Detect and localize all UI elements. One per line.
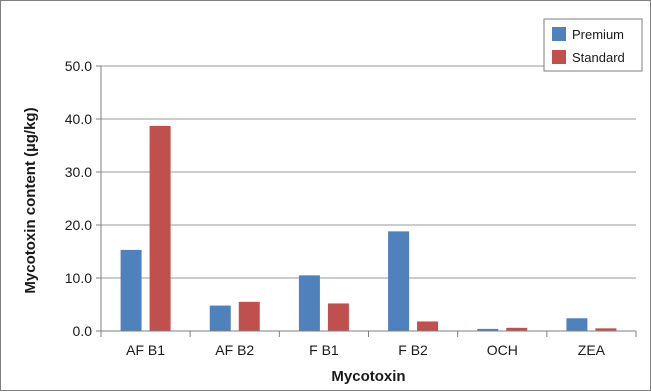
legend-label-standard: Standard: [572, 50, 625, 65]
bars: [120, 125, 617, 331]
bar-premium-zea: [566, 318, 588, 331]
x-tick-label: AF B2: [215, 342, 254, 358]
y-tick-label: 10.0: [65, 270, 92, 286]
legend: Premium Standard: [543, 18, 643, 72]
bar-premium-f-b1: [298, 275, 320, 331]
y-tick-label: 30.0: [65, 164, 92, 180]
bar-premium-och: [477, 328, 499, 331]
bar-premium-af-b2: [209, 305, 231, 331]
bar-standard-af-b1: [149, 125, 171, 331]
bar-standard-zea: [595, 328, 617, 331]
legend-label-premium: Premium: [572, 27, 624, 42]
legend-swatch-premium: [552, 27, 566, 41]
bar-standard-f-b1: [327, 303, 349, 331]
y-tick-label: 20.0: [65, 217, 92, 233]
bar-standard-och: [506, 327, 528, 331]
x-tick-label: OCH: [487, 342, 518, 358]
x-tick-label: ZEA: [578, 342, 606, 358]
gridlines: [101, 65, 636, 279]
y-axis-title: Mycotoxin content (µg/kg): [22, 107, 39, 293]
bar-premium-af-b1: [120, 249, 142, 331]
bar-premium-f-b2: [388, 231, 410, 331]
x-tick-labels: AF B1 AF B2 F B1 F B2 OCH ZEA: [100, 331, 637, 358]
x-tick-label: F B1: [309, 342, 339, 358]
x-tick-label: F B2: [398, 342, 428, 358]
legend-items: Premium Standard: [552, 27, 625, 65]
x-tick-label: AF B1: [126, 342, 165, 358]
axes: [100, 66, 636, 332]
y-tick-label: 50.0: [65, 58, 92, 74]
bar-standard-f-b2: [417, 321, 439, 331]
legend-swatch-standard: [552, 50, 566, 64]
y-tick-labels: 0.0 10.0 20.0 30.0 40.0 50.0: [65, 58, 101, 339]
y-tick-label: 40.0: [65, 111, 92, 127]
x-axis-title: Mycotoxin: [331, 368, 405, 385]
bar-standard-af-b2: [238, 301, 260, 331]
y-tick-label: 0.0: [73, 323, 93, 339]
